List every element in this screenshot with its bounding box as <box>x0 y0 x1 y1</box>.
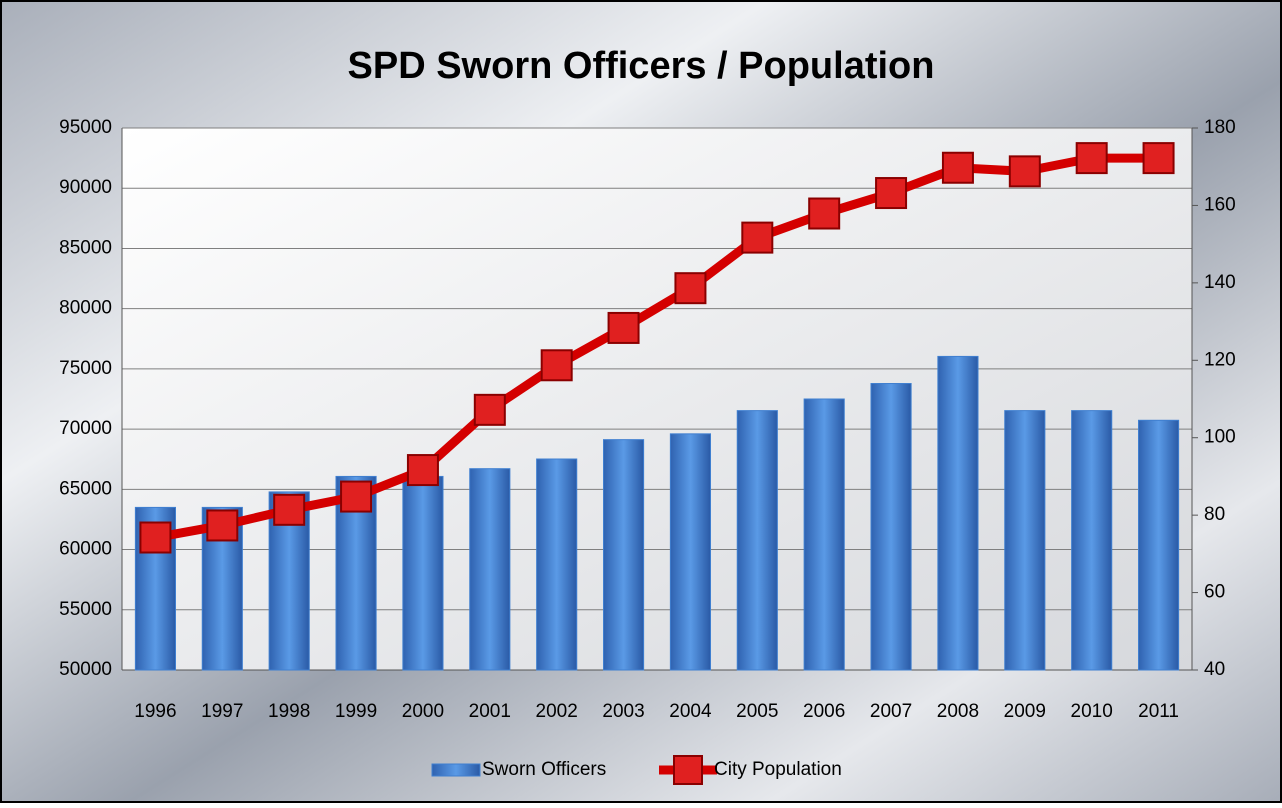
marker <box>1008 155 1041 188</box>
bar <box>402 475 444 671</box>
x-tick-label: 2009 <box>1004 701 1046 722</box>
x-tick-label: 1999 <box>335 701 377 722</box>
x-tick-label: 2004 <box>669 701 712 722</box>
marker <box>941 151 974 184</box>
y2-tick-label: 140 <box>1204 272 1236 293</box>
marker <box>741 221 774 254</box>
bar <box>669 433 711 671</box>
bar <box>803 398 845 671</box>
x-tick-label: 1996 <box>134 701 176 722</box>
x-tick-label: 1997 <box>201 701 243 722</box>
marker <box>1075 142 1108 175</box>
y2-tick-label: 80 <box>1204 504 1225 525</box>
y-tick-label: 60000 <box>59 539 112 560</box>
x-tick-label: 1998 <box>268 701 310 722</box>
x-tick-label: 2005 <box>736 701 778 722</box>
legend-label: City Population <box>714 759 842 780</box>
y2-tick-label: 180 <box>1204 117 1236 138</box>
x-tick-label: 2002 <box>536 701 578 722</box>
y2-tick-label: 40 <box>1204 659 1225 680</box>
x-tick-label: 2008 <box>937 701 979 722</box>
y2-tick-label: 60 <box>1204 582 1225 603</box>
bar <box>1138 419 1180 671</box>
bar <box>736 410 778 671</box>
y2-tick-label: 120 <box>1204 349 1236 370</box>
marker <box>406 454 439 487</box>
y-tick-label: 50000 <box>59 659 112 680</box>
legend-swatch <box>431 763 481 777</box>
x-tick-label: 2001 <box>469 701 511 722</box>
bar <box>1004 410 1046 671</box>
y-tick-label: 75000 <box>59 358 112 379</box>
y2-tick-label: 100 <box>1204 427 1236 448</box>
y-tick-label: 95000 <box>59 117 112 138</box>
y-tick-label: 90000 <box>59 177 112 198</box>
x-tick-label: 2011 <box>1138 701 1179 722</box>
marker <box>607 311 640 344</box>
marker <box>875 177 908 210</box>
bar <box>469 468 511 671</box>
y-tick-label: 70000 <box>59 418 112 439</box>
bar <box>870 383 912 671</box>
marker <box>473 393 506 426</box>
y2-tick-label: 160 <box>1204 194 1236 215</box>
legend-swatch <box>673 755 703 785</box>
y-tick-label: 55000 <box>59 599 112 620</box>
line <box>154 153 1159 542</box>
legend-label: Sworn Officers <box>482 759 606 780</box>
chart-title: SPD Sworn Officers / Population <box>348 45 935 87</box>
marker <box>139 521 172 554</box>
y-tick-label: 85000 <box>59 237 112 258</box>
marker <box>206 509 239 542</box>
bar <box>603 439 645 671</box>
y-tick-label: 65000 <box>59 478 112 499</box>
x-tick-label: 2007 <box>870 701 912 722</box>
x-tick-label: 2000 <box>402 701 444 722</box>
marker <box>273 493 306 526</box>
marker <box>808 197 841 230</box>
marker <box>340 480 373 513</box>
bar <box>536 458 578 671</box>
y-tick-label: 80000 <box>59 298 112 319</box>
marker <box>1142 142 1175 175</box>
marker <box>674 272 707 305</box>
bar <box>937 355 979 671</box>
x-tick-label: 2010 <box>1071 701 1113 722</box>
bar <box>1071 410 1113 671</box>
marker <box>540 349 573 382</box>
x-tick-label: 2006 <box>803 701 845 722</box>
x-tick-label: 2003 <box>602 701 644 722</box>
